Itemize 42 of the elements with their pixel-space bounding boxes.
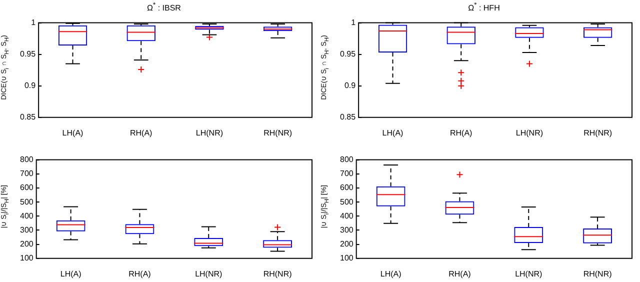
y-tick-label: 0.85 [20,112,36,122]
y-tick-label: 0.95 [340,50,356,59]
x-tick-label: LH(NR) [515,269,543,278]
x-tick-label: LH(A) [382,128,404,138]
x-tick-label: RH(A) [130,128,153,138]
y-tick-label: 300 [340,225,354,234]
y-tick-label: 600 [340,183,354,192]
y-tick-label: 400 [340,211,354,220]
y-tick-label: 500 [20,197,34,206]
y-tick-label: 0.9 [344,81,356,90]
x-tick-label: RH(A) [450,128,473,138]
y-tick-label: 500 [340,197,354,206]
y-tick-label: 200 [20,240,34,249]
y-tick-label: 0.9 [24,81,36,90]
x-tick-label: LH(NR) [516,128,544,138]
x-tick-label: RH(NR) [583,269,612,278]
y-tick-label: 800 [20,155,34,164]
x-tick-label: RH(NR) [584,128,612,138]
x-tick-label: RH(NR) [264,128,292,138]
y-tick-label: 0.85 [340,112,356,122]
x-tick-label: LH(NR) [196,128,224,138]
y-tick-label: 100 [20,254,34,263]
y-tick-label: 800 [340,155,354,164]
y-tick-label: 1 [351,18,356,28]
x-tick-label: RH(NR) [263,269,292,278]
chart-title: Ω$^{*}$ : HFH [467,1,501,14]
y-tick-label: 100 [340,254,354,263]
x-tick-label: LH(A) [60,269,82,278]
y-tick-label: 400 [20,211,34,220]
y-tick-label: 200 [340,240,354,249]
x-tick-label: RH(A) [448,269,472,278]
y-tick-label: 700 [340,169,354,178]
y-tick-label: 700 [20,169,34,178]
y-tick-label: 300 [20,225,34,234]
x-tick-label: LH(A) [62,128,84,138]
y-tick-label: 1 [31,18,36,28]
x-tick-label: RH(A) [128,269,152,278]
y-tick-label: 0.95 [20,50,36,59]
x-tick-label: LH(NR) [195,269,223,278]
chart-title: Ω$^{*}$ : IBSR [146,1,182,14]
x-tick-label: LH(A) [380,269,402,278]
y-tick-label: 600 [20,183,34,192]
